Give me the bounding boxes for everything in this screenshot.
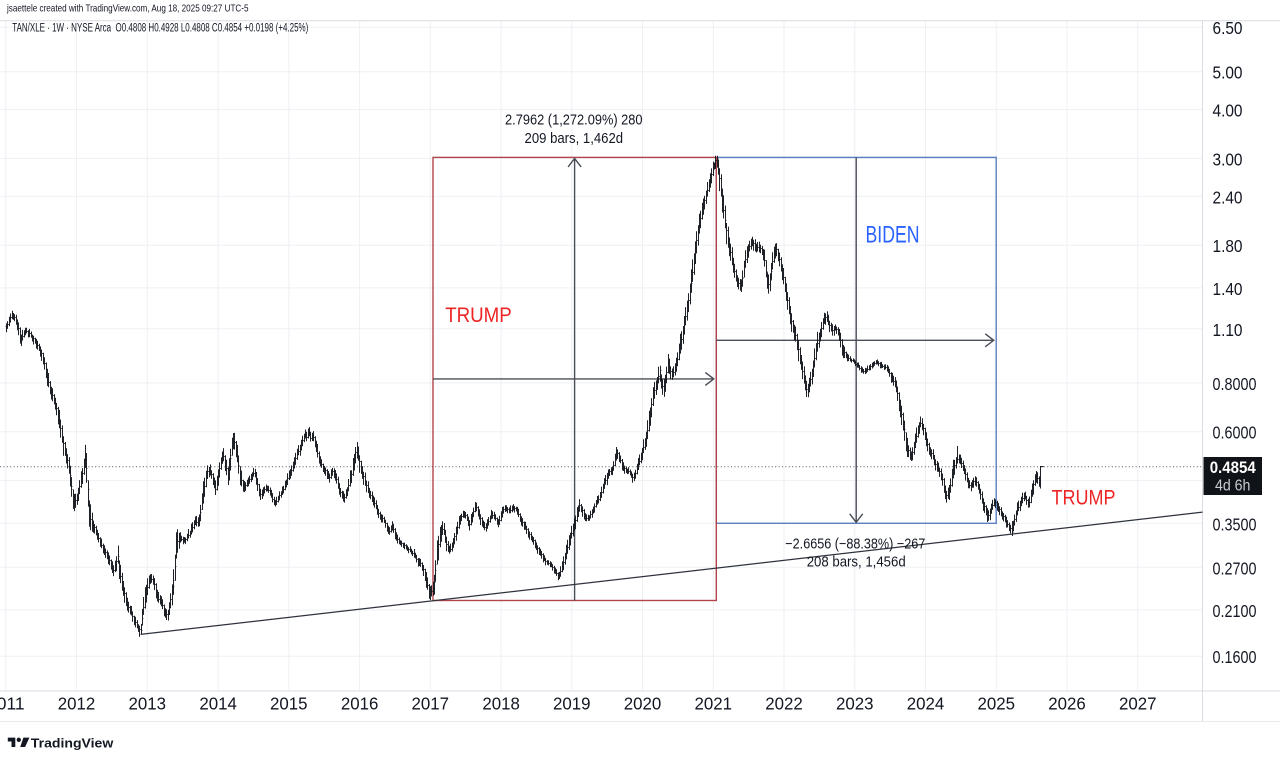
svg-text:1.10: 1.10: [1213, 320, 1243, 340]
svg-text:0.4854: 0.4854: [1210, 458, 1256, 477]
svg-text:2025: 2025: [978, 694, 1016, 714]
svg-text:2015: 2015: [270, 694, 308, 714]
svg-text:208 bars, 1,456d: 208 bars, 1,456d: [807, 555, 906, 571]
svg-text:2020: 2020: [624, 694, 662, 714]
svg-text:0.6000: 0.6000: [1213, 423, 1257, 443]
svg-text:2018: 2018: [482, 694, 520, 714]
svg-text:−2.6656 (−88.38%) −267: −2.6656 (−88.38%) −267: [785, 536, 925, 552]
svg-text:1.80: 1.80: [1213, 236, 1243, 256]
svg-text:2027: 2027: [1119, 694, 1157, 714]
svg-text:BIDEN: BIDEN: [866, 221, 920, 248]
svg-text:TRUMP: TRUMP: [445, 303, 512, 327]
svg-text:6.50: 6.50: [1213, 18, 1243, 38]
svg-text:2013: 2013: [129, 694, 167, 714]
svg-text:2019: 2019: [553, 694, 591, 714]
svg-text:TRUMP: TRUMP: [1052, 486, 1116, 510]
svg-text:jsaettele created with Trading: jsaettele created with TradingView.com, …: [6, 2, 248, 14]
svg-text:2026: 2026: [1048, 694, 1086, 714]
svg-text:2017: 2017: [412, 694, 450, 714]
svg-text:3.00: 3.00: [1213, 149, 1243, 169]
svg-text:0.3500: 0.3500: [1213, 514, 1257, 534]
svg-text:TAN/XLE · 1W · NYSE Arca O0.4: TAN/XLE · 1W · NYSE Arca O0.4808 H0.4928…: [12, 23, 308, 35]
svg-text:0.2700: 0.2700: [1213, 558, 1257, 578]
svg-text:2014: 2014: [199, 694, 237, 714]
svg-text:0.8000: 0.8000: [1213, 374, 1257, 394]
svg-text:5.00: 5.00: [1213, 63, 1243, 83]
svg-text:2022: 2022: [765, 694, 803, 714]
svg-text:2012: 2012: [58, 694, 96, 714]
svg-text:2016: 2016: [341, 694, 379, 714]
svg-text:TradingView: TradingView: [31, 736, 114, 751]
svg-text:2024: 2024: [907, 694, 945, 714]
svg-text:2.40: 2.40: [1213, 187, 1243, 207]
svg-text:4.00: 4.00: [1213, 101, 1243, 121]
svg-text:0.2100: 0.2100: [1213, 601, 1257, 621]
svg-text:2.7962 (1,272.09%) 280: 2.7962 (1,272.09%) 280: [505, 113, 643, 129]
svg-text:209 bars, 1,462d: 209 bars, 1,462d: [525, 131, 624, 147]
svg-text:2023: 2023: [836, 694, 874, 714]
svg-text:4d 6h: 4d 6h: [1215, 477, 1251, 494]
svg-text:0.1600: 0.1600: [1213, 647, 1257, 667]
svg-text:2021: 2021: [695, 694, 733, 714]
svg-text:2011: 2011: [0, 694, 25, 714]
svg-text:1.40: 1.40: [1213, 279, 1243, 299]
